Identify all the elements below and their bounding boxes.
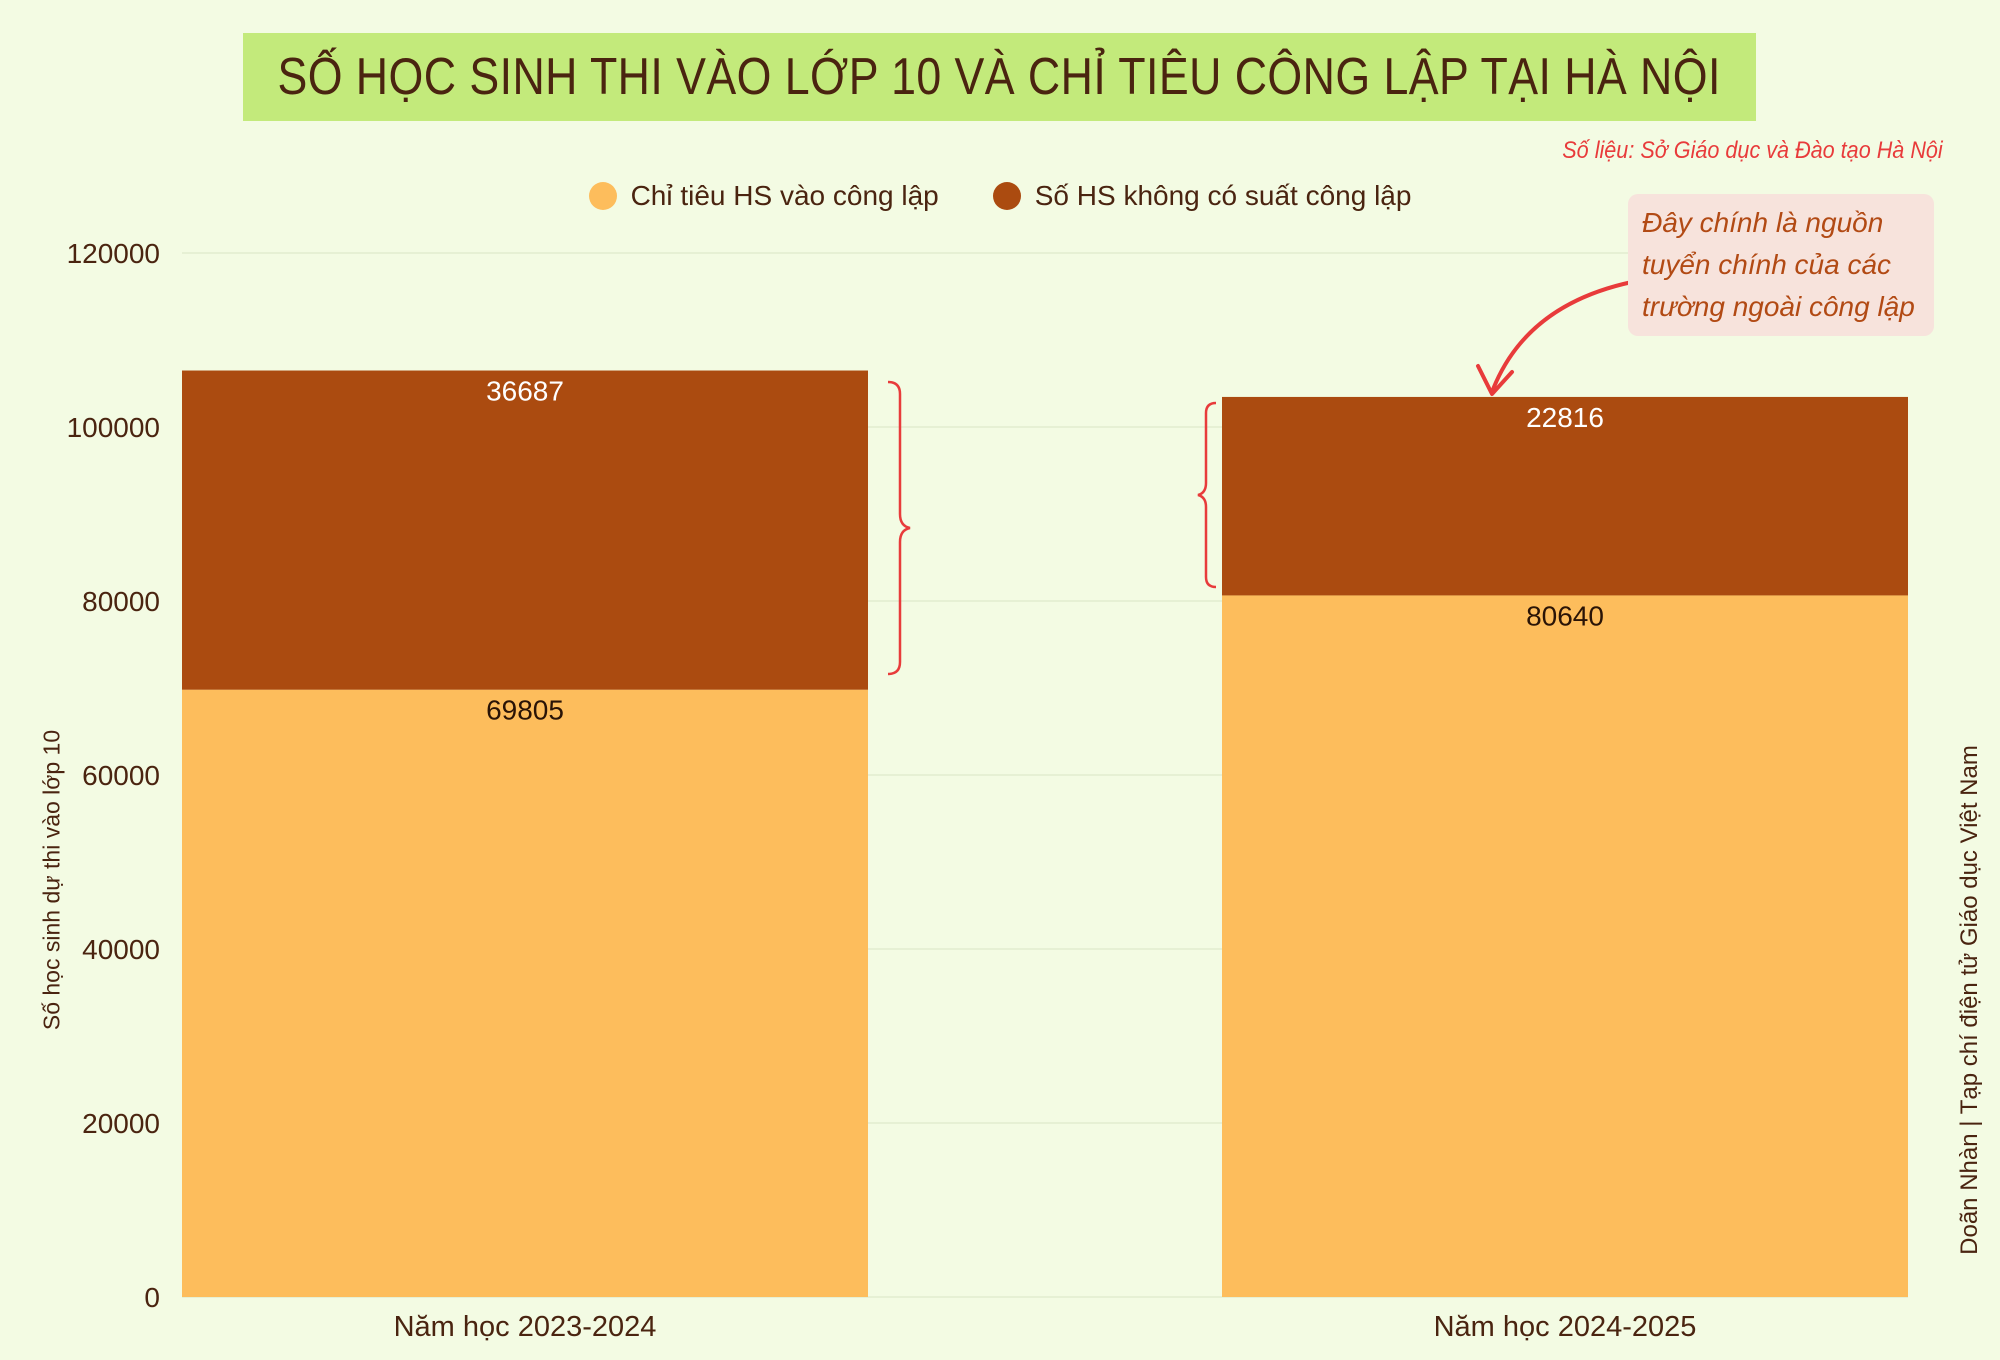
author-credit: Doãn Nhàn | Tạp chí điện tử Giáo dục Việ… xyxy=(1956,745,1983,1255)
brace-right-bar xyxy=(1197,401,1217,589)
legend-label-quota: Chỉ tiêu HS vào công lập xyxy=(630,180,939,211)
legend-item-no-seat: Số HS không có suất công lập xyxy=(992,180,1412,212)
brace-left-bar xyxy=(887,380,911,676)
annotation-arrowhead xyxy=(1476,364,1514,396)
annotation-marks xyxy=(887,280,1633,676)
bar-segment xyxy=(1222,595,1908,1297)
chart-title: SỐ HỌC SINH THI VÀO LỚP 10 VÀ CHỈ TIÊU C… xyxy=(277,48,1722,106)
legend-label-no-seat: Số HS không có suất công lập xyxy=(1034,180,1412,211)
value-labels: 69805 36687 80640 22816 xyxy=(486,376,1604,726)
legend: Chỉ tiêu HS vào công lập Số HS không có … xyxy=(0,180,2000,212)
source-note: Số liệu: Sở Giáo dục và Đào tạo Hà Nội xyxy=(1562,137,1943,164)
bar-segment xyxy=(182,370,868,690)
y-tick-label: 20000 xyxy=(82,1108,160,1139)
annotation-arrow xyxy=(1490,280,1633,393)
x-tick-label: Năm học 2023-2024 xyxy=(394,1311,657,1343)
y-tick-label: 60000 xyxy=(82,760,160,791)
bar-segment xyxy=(182,689,868,1297)
x-axis-ticks: Năm học 2023-2024 Năm học 2024-2025 xyxy=(394,1311,1697,1343)
data-label: 22816 xyxy=(1526,402,1604,433)
legend-swatch-no-seat xyxy=(992,182,1021,210)
legend-item-quota: Chỉ tiêu HS vào công lập xyxy=(588,180,939,212)
legend-swatch-quota xyxy=(588,182,617,210)
y-tick-label: 100000 xyxy=(67,412,160,443)
y-tick-label: 40000 xyxy=(82,934,160,965)
x-tick-label: Năm học 2024-2025 xyxy=(1434,1311,1697,1343)
y-axis-ticks: 0 20000 40000 60000 80000 100000 120000 xyxy=(67,238,160,1313)
y-axis-label: Số học sinh dự thi vào lớp 10 xyxy=(38,729,65,1031)
bars xyxy=(182,370,1908,1297)
y-tick-label: 120000 xyxy=(67,238,160,269)
data-label: 80640 xyxy=(1526,600,1604,631)
title-banner: SỐ HỌC SINH THI VÀO LỚP 10 VÀ CHỈ TIÊU C… xyxy=(243,33,1756,121)
annotation-callout: Đây chính là nguồn tuyển chính của các t… xyxy=(1628,194,1934,336)
y-tick-label: 80000 xyxy=(82,586,160,617)
y-tick-label: 0 xyxy=(144,1282,160,1313)
data-label: 36687 xyxy=(486,376,564,407)
data-label: 69805 xyxy=(486,695,564,726)
bar-segment xyxy=(1222,396,1908,596)
